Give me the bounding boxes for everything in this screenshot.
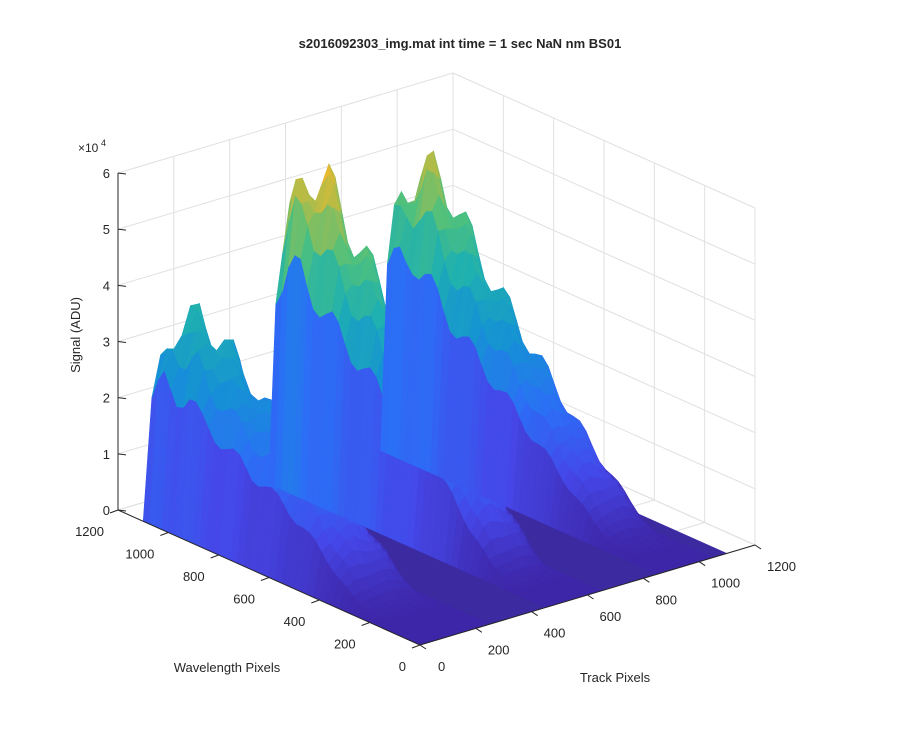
z-tick-mark	[117, 228, 127, 231]
y-tick-mark	[361, 622, 370, 626]
grid-line	[452, 184, 756, 321]
surface-patch	[393, 190, 409, 206]
grid-line	[452, 128, 756, 265]
z-tick-label: 0	[103, 503, 110, 518]
chart-title: s2016092303_img.mat int time = 1 sec NaN…	[299, 36, 622, 51]
x-tick-mark	[698, 561, 706, 567]
z-tick-mark	[117, 341, 127, 343]
z-exponent: ×10 4	[78, 138, 106, 155]
surface-track-3	[380, 150, 714, 575]
x-axis-label: Track Pixels	[580, 670, 651, 685]
y-tick-label: 600	[233, 592, 255, 607]
grid-line	[117, 128, 454, 230]
y-tick-mark	[411, 644, 421, 649]
y-tick-mark	[160, 532, 169, 536]
y-tick-label: 1000	[125, 547, 154, 562]
x-tick-mark	[754, 544, 762, 550]
x-tick-mark	[475, 627, 483, 633]
z-exponent-base: ×10	[78, 141, 99, 155]
y-tick-mark	[210, 554, 219, 559]
z-tick-mark	[117, 453, 127, 456]
y-tick-label: 1200	[75, 524, 104, 539]
y-tick-label: 0	[399, 659, 406, 674]
x-tick-mark	[531, 611, 538, 617]
y-tick-mark	[260, 577, 270, 581]
z-tick-label: 3	[103, 335, 110, 350]
z-tick-label: 5	[103, 222, 110, 237]
x-tick-label: 1200	[767, 559, 796, 574]
y-tick-label: 200	[334, 637, 356, 652]
x-tick-mark	[419, 644, 427, 650]
axes-lines	[109, 172, 762, 650]
x-tick-mark	[643, 577, 650, 583]
surface	[142, 150, 728, 646]
tick-labels: 0200400600800100012000200400600800100012…	[75, 166, 796, 674]
z-tick-label: 2	[103, 391, 110, 406]
z-tick-mark	[117, 172, 127, 175]
y-tick-mark	[311, 599, 320, 604]
grid-line	[452, 72, 756, 209]
grid-line	[452, 241, 756, 377]
z-tick-label: 1	[103, 447, 110, 462]
x-tick-label: 200	[488, 642, 510, 657]
x-tick-label: 1000	[711, 576, 740, 591]
z-tick-label: 4	[103, 278, 110, 293]
y-tick-label: 400	[284, 614, 306, 629]
z-tick-label: 6	[103, 166, 110, 181]
z-tick-mark	[117, 509, 127, 512]
x-tick-label: 800	[655, 592, 677, 607]
y-tick-label: 800	[183, 569, 205, 584]
z-axis-label: Signal (ADU)	[68, 297, 83, 373]
z-tick-mark	[117, 284, 127, 287]
x-tick-label: 0	[438, 659, 445, 674]
z-exponent-power: 4	[101, 138, 106, 148]
grid-line	[117, 72, 454, 174]
x-tick-mark	[587, 594, 594, 600]
x-tick-label: 600	[600, 609, 622, 624]
x-tick-label: 400	[544, 626, 566, 641]
z-tick-mark	[117, 397, 127, 400]
y-axis-label: Wavelength Pixels	[174, 660, 281, 675]
y-tick-mark	[109, 509, 119, 514]
